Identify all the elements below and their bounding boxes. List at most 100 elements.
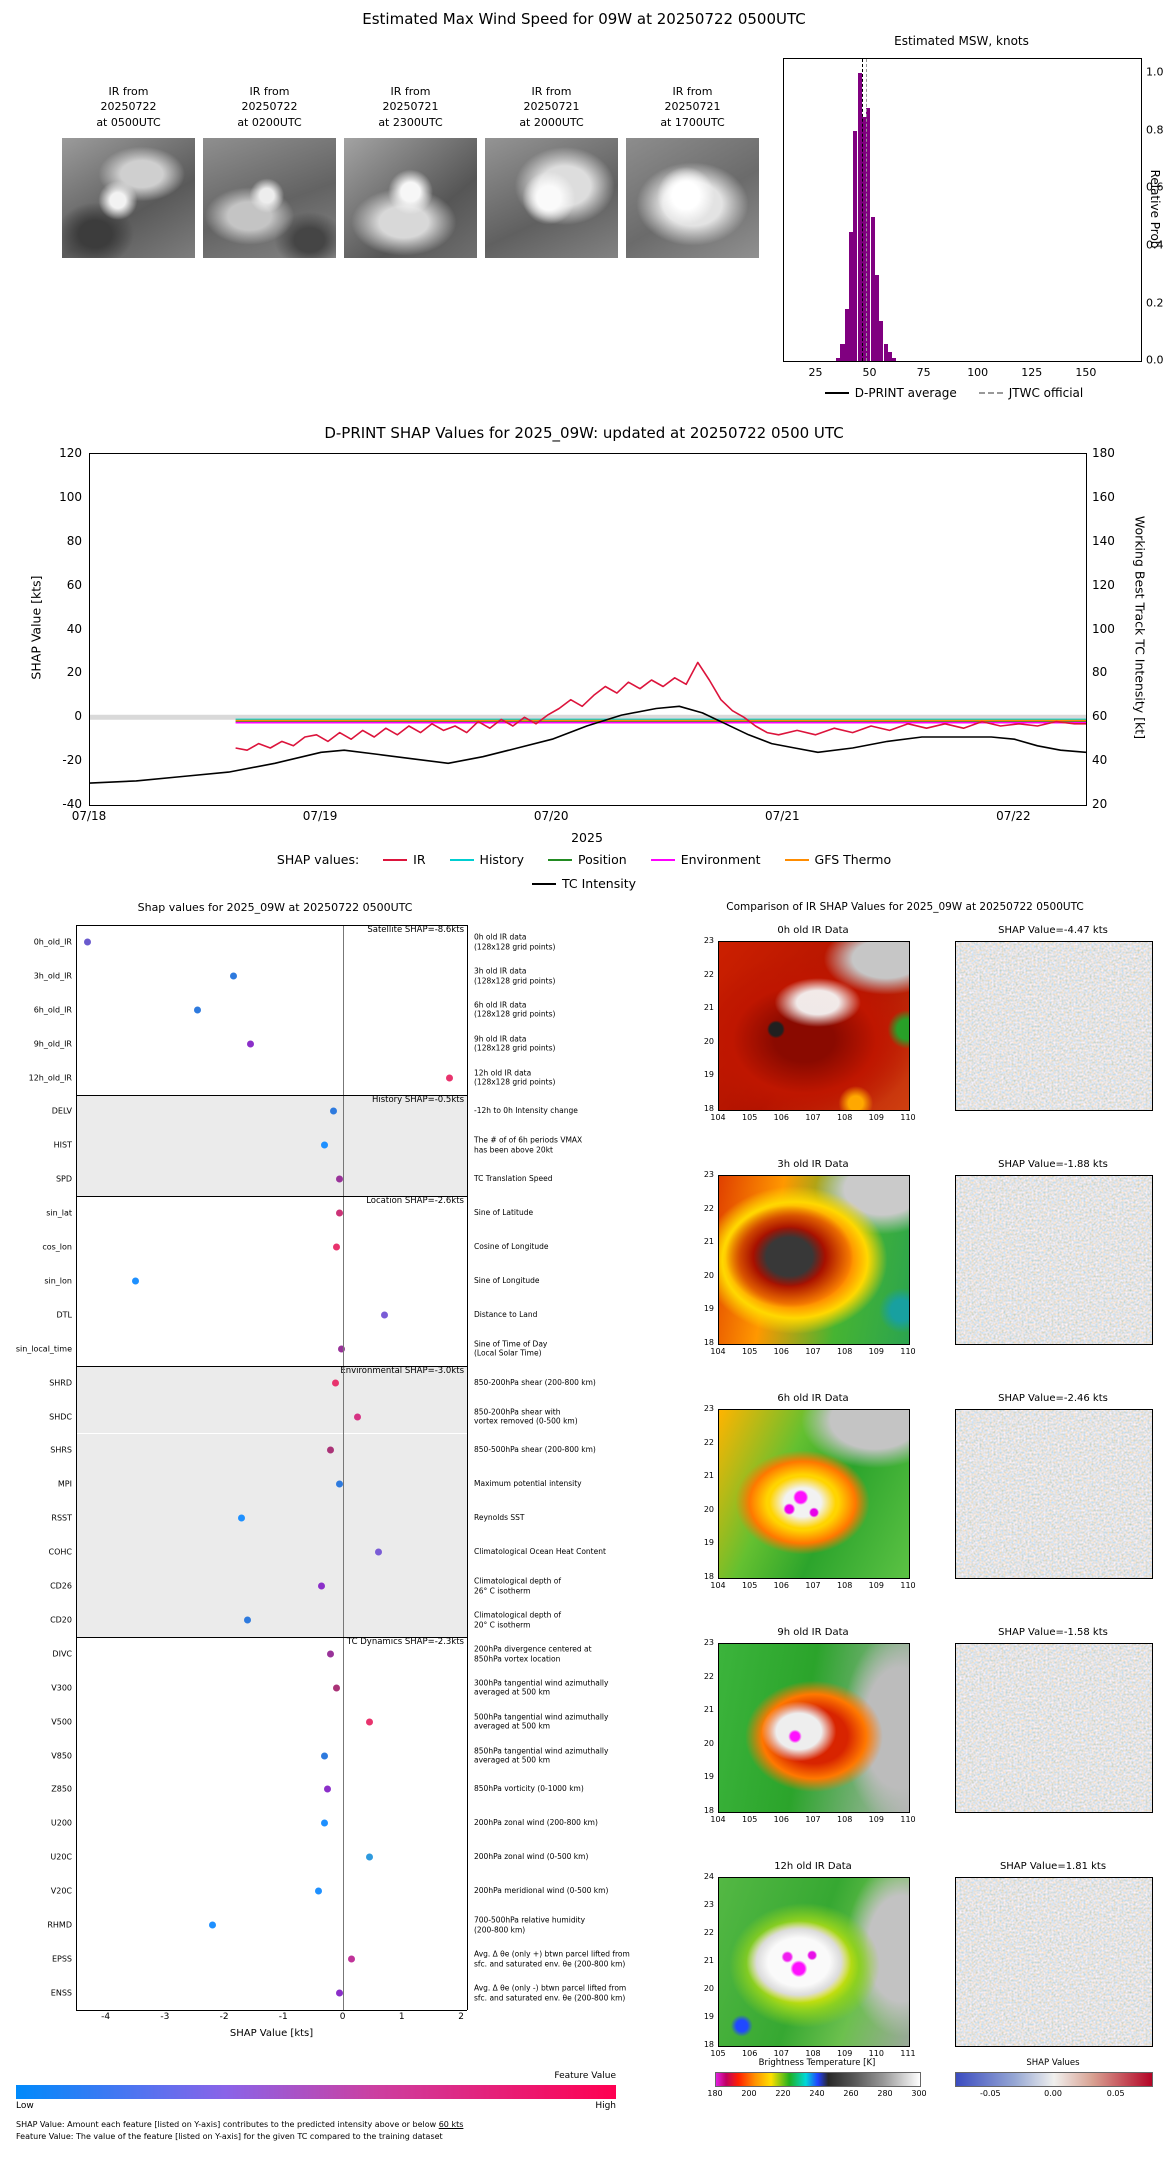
colorbar-tick-label: 200 xyxy=(741,2089,757,2098)
histogram-bar xyxy=(866,107,871,361)
axis-tick-label: 25 xyxy=(808,366,823,379)
axis-tick-label: 100 xyxy=(967,366,989,379)
axis-tick-label: 80 xyxy=(1092,665,1108,680)
ir-thumb-label: IR from 20250722 at 0500UTC xyxy=(96,85,161,129)
axis-tick-label: 20 xyxy=(703,1270,714,1280)
footnote-underline: 60 kts xyxy=(438,2120,464,2129)
axis-tick-label: 109 xyxy=(868,1815,884,1824)
ir-thumbnail-block: IR from 20250721 at 2300UTC xyxy=(344,84,477,259)
ir-thumb-label: IR from 20250721 at 2300UTC xyxy=(378,85,443,129)
legend-item: GFS Thermo xyxy=(784,852,892,867)
axis-tick-label: 108 xyxy=(837,1347,853,1356)
axis-tick-label: 105 xyxy=(742,1581,758,1590)
speckle-rect xyxy=(956,1410,1152,1578)
axis-tick-label: 40 xyxy=(1092,753,1108,768)
colorbar-tick-label: 300 xyxy=(911,2089,927,2098)
histogram-bar xyxy=(874,274,880,361)
ir-thumbnail-image xyxy=(344,138,477,259)
ir-data-map xyxy=(718,1409,910,1579)
axis-tick-label: 60 xyxy=(1092,709,1108,724)
ir-comparison-title: Comparison of IR SHAP Values for 2025_09… xyxy=(726,901,1084,913)
feature-name: 6h_old_IR xyxy=(33,1005,72,1015)
axis-tick-label: 107 xyxy=(805,1815,821,1824)
legend-label: GFS Thermo xyxy=(814,852,892,867)
feature-name: sin_lon xyxy=(44,1276,72,1286)
feature-description: 500hPa tangential wind azimuthally avera… xyxy=(474,1711,609,1731)
axis-tick-label: -4 xyxy=(101,2012,111,2022)
legend-title: SHAP values: xyxy=(276,852,360,867)
plot-frame-line xyxy=(76,925,78,2010)
axis-tick-label: 21 xyxy=(703,1471,714,1481)
feature-plot-strip xyxy=(76,1433,467,1468)
feature-name: 9h_old_IR xyxy=(33,1039,72,1049)
axis-tick-label: 111 xyxy=(900,2049,916,2058)
legend-label: D-PRINT average xyxy=(854,386,957,400)
feature-name: U200 xyxy=(50,1818,72,1828)
ir-data-title: 12h old IR Data xyxy=(774,1861,852,1872)
ir-thumbnail-block: IR from 20250721 at 2000UTC xyxy=(485,84,618,259)
shap-value-dot xyxy=(445,1074,453,1082)
colorbar-tick-label: 0.00 xyxy=(1044,2089,1062,2098)
feature-row: SHRD Environmental SHAP=-3.0kts 850-200hPa… xyxy=(0,1365,660,1400)
axis-tick-label: 180 xyxy=(1092,446,1115,460)
feature-plot-strip xyxy=(76,1332,467,1366)
axis-tick-label: 07/21 xyxy=(765,809,800,823)
zero-line xyxy=(342,925,344,2010)
feature-description: 700-500hPa relative humidity (200-800 km… xyxy=(474,1915,586,1935)
legend-label: IR xyxy=(413,852,426,867)
shap-value-dot xyxy=(327,1446,335,1454)
shap-value-dot xyxy=(336,1209,344,1217)
shap-value-title: SHAP Value=-2.46 kts xyxy=(998,1393,1108,1404)
shap-value-title: SHAP Value=-4.47 kts xyxy=(998,925,1108,936)
ir-data-map xyxy=(718,941,910,1111)
feature-description: Climatological depth of 26° C isotherm xyxy=(474,1576,561,1596)
axis-tick-label: 18 xyxy=(703,1572,714,1581)
feature-name: V20C xyxy=(50,1886,72,1896)
axis-tick-label: 18 xyxy=(703,1806,714,1815)
feature-name: EPSS xyxy=(51,1954,72,1964)
feature-row: 3h_old_IR 3h old IR data (128x128 grid po… xyxy=(0,959,660,993)
feature-row: Z850 850hPa vorticity (0-1000 km) xyxy=(0,1773,660,1807)
axis-tick-label: 109 xyxy=(868,1347,884,1356)
legend-label: TC Intensity xyxy=(561,876,636,891)
feature-name: CD20 xyxy=(50,1615,72,1625)
colorbar-tick-label: 0.05 xyxy=(1106,2089,1125,2098)
feature-description: 850-500hPa shear (200-800 km) xyxy=(474,1445,596,1455)
axis-tick-label: 106 xyxy=(773,1815,789,1824)
histogram-bar xyxy=(857,73,862,361)
feature-plot-strip xyxy=(76,1942,467,1976)
plot-frame-line xyxy=(467,925,469,2010)
shap-value-dot xyxy=(318,1582,326,1590)
histogram-reference-line xyxy=(866,59,868,361)
feature-description: 300hPa tangential wind azimuthally avera… xyxy=(474,1677,609,1697)
shap-value-dot xyxy=(365,1853,373,1861)
axis-tick-label: 19 xyxy=(703,1070,714,1080)
ir-data-map xyxy=(718,1175,910,1345)
axis-tick-label: 104 xyxy=(710,1815,726,1824)
shap-value-dot xyxy=(131,1277,139,1285)
axis-tick-label: 105 xyxy=(742,1815,758,1824)
shap-value-dot xyxy=(315,1887,323,1895)
feature-plot-strip xyxy=(76,1705,467,1739)
axis-tick-label: 104 xyxy=(710,1347,726,1356)
feature-plot-strip xyxy=(76,1162,467,1197)
axis-tick-label: 19 xyxy=(703,1772,714,1782)
axis-tick-label: 20 xyxy=(703,1738,714,1748)
footnote-feature-value: Feature Value: The value of the feature … xyxy=(16,2132,443,2141)
feature-row: 9h_old_IR 9h old IR data (128x128 grid po… xyxy=(0,1027,660,1061)
section-shap-header: Location SHAP=-2.6kts xyxy=(366,1196,464,1207)
feature-name: HIST xyxy=(53,1140,72,1150)
histogram-reference-line xyxy=(861,59,863,361)
dotplot-title: Shap values for 2025_09W at 20250722 050… xyxy=(137,901,413,914)
axis-tick-label: 60 xyxy=(66,577,82,592)
axis-tick-label: 107 xyxy=(773,2049,789,2058)
histogram-ylabel: Relative Prob xyxy=(1148,169,1162,249)
axis-tick-label: -1 xyxy=(278,2012,288,2022)
axis-tick-label: 0.2 xyxy=(1146,296,1164,309)
shap-value-dot xyxy=(332,1379,339,1387)
feature-description: 200hPa divergence centered at 850hPa vor… xyxy=(474,1644,592,1663)
feature-plot-strip xyxy=(76,1569,467,1603)
feature-description: 850hPa tangential wind azimuthally avera… xyxy=(474,1745,609,1765)
feature-row: cos_lon Cosine of Longitude xyxy=(0,1230,660,1264)
feature-name: sin_local_time xyxy=(15,1344,72,1354)
